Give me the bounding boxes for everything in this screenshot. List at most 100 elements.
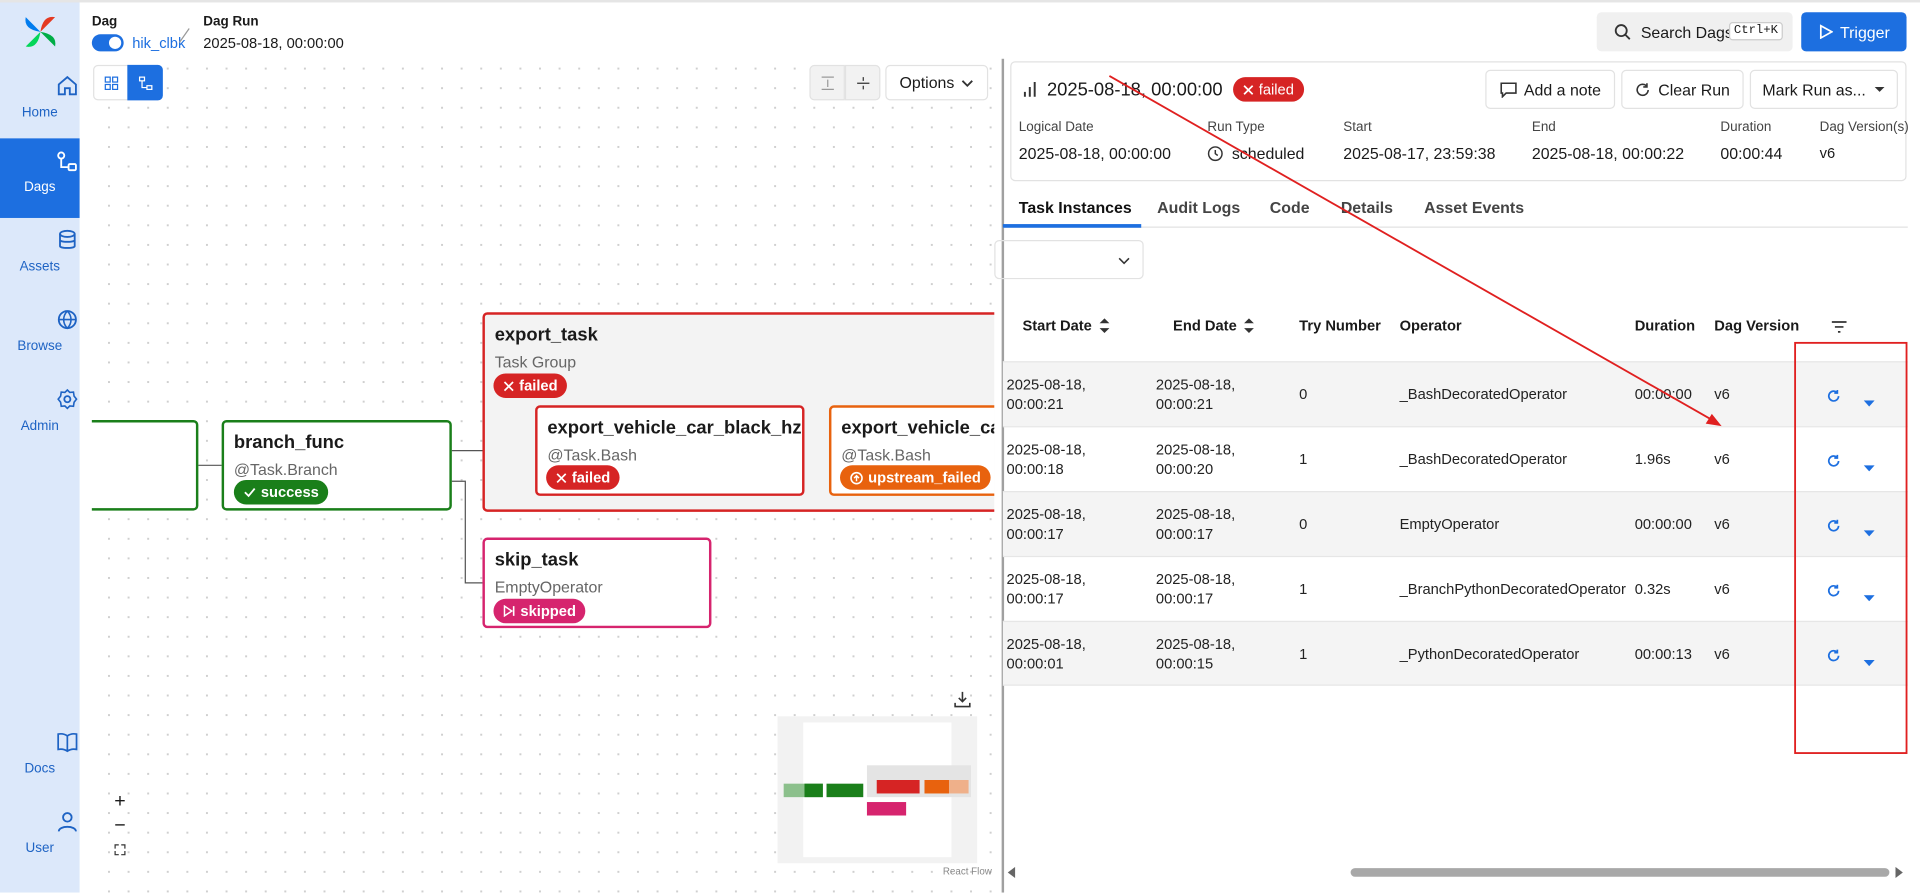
scroll-right[interactable] bbox=[1894, 866, 1904, 878]
tab[interactable]: Task Instances bbox=[1018, 198, 1132, 217]
icon-part bbox=[850, 471, 863, 484]
icon-part bbox=[1007, 866, 1016, 878]
detail-value: 00:00:44 bbox=[1720, 144, 1783, 163]
table-cell: 1 bbox=[1299, 645, 1308, 663]
search-placeholder: Search Dags bbox=[1640, 23, 1733, 42]
task-node[interactable]: branch_func @Task.Branch success bbox=[221, 420, 452, 511]
trigger-label: Trigger bbox=[1839, 22, 1890, 42]
icon-part bbox=[57, 151, 77, 172]
mark-task-menu[interactable] bbox=[1863, 650, 1875, 667]
detail-label: Logical Date bbox=[1018, 120, 1094, 135]
tab[interactable]: Code bbox=[1269, 198, 1310, 217]
icon-part bbox=[556, 472, 567, 483]
expand-button[interactable] bbox=[809, 64, 845, 101]
mark-task-menu[interactable] bbox=[1863, 585, 1875, 602]
toggle[interactable] bbox=[91, 34, 124, 52]
scrollbar-thumb[interactable] bbox=[1350, 868, 1890, 877]
nav-item[interactable]: User bbox=[0, 800, 80, 880]
detail-value: 2025-08-17, 23:59:38 bbox=[1343, 144, 1496, 163]
minimap-node bbox=[866, 802, 907, 816]
nav-label: Home bbox=[21, 105, 58, 121]
icon-part bbox=[1099, 318, 1110, 334]
options-button[interactable]: Options bbox=[885, 64, 989, 101]
icon-part bbox=[1614, 24, 1628, 38]
download-icon[interactable] bbox=[954, 691, 971, 708]
table-cell: 1 bbox=[1299, 580, 1308, 598]
filter-select[interactable] bbox=[994, 240, 1144, 280]
icon-part bbox=[111, 75, 118, 83]
clear-task-button[interactable] bbox=[1827, 647, 1840, 662]
tab[interactable]: Details bbox=[1340, 198, 1394, 217]
icon-part bbox=[57, 388, 78, 410]
icon-part bbox=[108, 36, 122, 49]
icon-part bbox=[244, 487, 256, 498]
table-cell: 00:00:13 bbox=[1634, 645, 1692, 663]
nav-item[interactable]: Admin bbox=[0, 377, 80, 457]
column-filter[interactable] bbox=[1831, 318, 1848, 333]
icon-part bbox=[1895, 866, 1903, 878]
clear-run-button[interactable]: Clear Run bbox=[1621, 69, 1744, 109]
node-label: export_vehicle_ca bbox=[841, 417, 995, 439]
column-header[interactable]: Start Date bbox=[1022, 317, 1092, 335]
tab[interactable]: Audit Logs bbox=[1157, 198, 1241, 217]
nav-icon bbox=[28, 731, 78, 753]
icon-part bbox=[25, 31, 41, 47]
list-view-button[interactable] bbox=[93, 64, 129, 101]
breadcrumb-label: Dag Run bbox=[203, 14, 259, 30]
mark-task-menu[interactable] bbox=[1863, 456, 1875, 472]
table-cell: 2025-08-18, 00:00:21 bbox=[1155, 375, 1236, 413]
icon-part bbox=[1827, 584, 1840, 597]
clear-task-button[interactable] bbox=[1827, 582, 1840, 597]
icon-part bbox=[67, 163, 77, 172]
action-label: Add a note bbox=[1523, 80, 1601, 99]
fit-view[interactable] bbox=[108, 839, 132, 863]
collapse-button[interactable] bbox=[844, 64, 881, 101]
icon-part bbox=[821, 75, 834, 90]
nav-label: Assets bbox=[19, 259, 61, 275]
clear-task-button[interactable] bbox=[1827, 387, 1840, 402]
icon-part bbox=[1118, 257, 1130, 265]
search[interactable]: Search Dags Ctrl+K bbox=[1596, 12, 1793, 52]
task-node[interactable]: export_vehicle_car_black_hz @Task.Bash f… bbox=[535, 405, 805, 496]
clear-task-button[interactable] bbox=[1827, 517, 1840, 532]
attribution: React Flow bbox=[942, 865, 992, 877]
mark-task-menu[interactable] bbox=[1863, 391, 1875, 407]
graph-view-button[interactable] bbox=[127, 64, 163, 101]
task-node[interactable]: skip_task EmptyOperator skipped bbox=[482, 537, 712, 629]
nav-icon bbox=[28, 811, 77, 833]
column-header[interactable]: End Date bbox=[1173, 317, 1237, 335]
nav-item[interactable]: Assets bbox=[0, 218, 80, 298]
icon-part bbox=[1863, 530, 1875, 537]
icon-part bbox=[821, 75, 834, 90]
sort-icon[interactable] bbox=[1098, 317, 1110, 334]
sort-icon[interactable] bbox=[1243, 317, 1255, 334]
icon-part bbox=[114, 844, 126, 856]
scroll-left[interactable] bbox=[1007, 866, 1017, 878]
task-node[interactable]: export_vehicle_ca @Task.Bash upstream_fa… bbox=[828, 405, 995, 496]
options-label: Options bbox=[899, 73, 955, 92]
trigger-button[interactable]: Trigger bbox=[1801, 12, 1907, 52]
dag-link[interactable]: hik_clbk bbox=[132, 34, 186, 52]
tab[interactable]: Asset Events bbox=[1424, 198, 1525, 217]
task-node[interactable] bbox=[91, 420, 199, 511]
mark-task-menu[interactable] bbox=[1863, 520, 1875, 537]
table-cell: _BashDecoratedOperator bbox=[1399, 450, 1568, 468]
mark-run-button[interactable]: Mark Run as... bbox=[1749, 69, 1898, 109]
icon-part bbox=[1499, 81, 1517, 98]
nav-item[interactable]: Browse bbox=[0, 298, 80, 378]
nav-item[interactable]: Home bbox=[0, 64, 80, 144]
clear-task-button[interactable] bbox=[1827, 452, 1840, 467]
icon-part bbox=[114, 844, 126, 856]
zoom-in[interactable]: + bbox=[114, 791, 126, 812]
minimap-node bbox=[876, 780, 920, 794]
icon-part bbox=[1827, 584, 1840, 597]
zoom-out[interactable]: − bbox=[114, 815, 126, 837]
add-note-button[interactable]: Add a note bbox=[1485, 69, 1616, 109]
nav-item[interactable]: Docs bbox=[0, 720, 80, 800]
nav-icon bbox=[28, 309, 77, 331]
detail-label: Run Type bbox=[1207, 120, 1265, 135]
icon-part bbox=[57, 812, 77, 832]
nav-item[interactable]: Dags bbox=[0, 138, 80, 218]
pane-divider[interactable] bbox=[1001, 58, 1005, 893]
